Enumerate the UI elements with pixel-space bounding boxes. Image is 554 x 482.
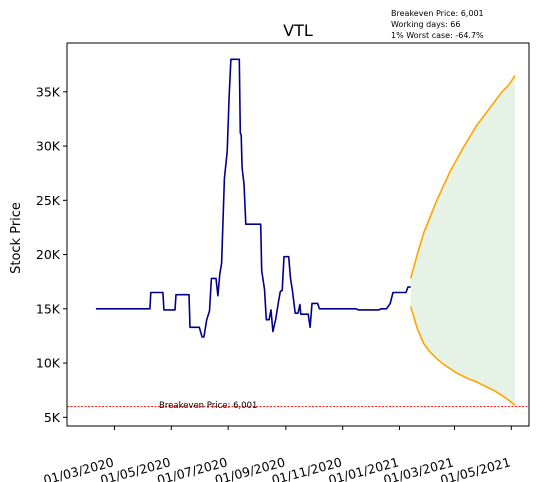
stats-worst-case-line: 1% Worst case: -64.7% [391,31,484,40]
stats-breakeven-line: Breakeven Price: 6,001 [391,9,484,18]
y-tick-label: 10K [36,356,61,371]
forecast-lower-line [409,306,516,407]
price-line [95,58,411,338]
y-tick-label: 25K [36,193,61,208]
y-tick-label: 35K [36,84,61,99]
plot-area-frame [66,42,530,427]
x-axis: 01/03/202001/05/202001/07/202001/09/2020… [42,426,512,482]
chart-title: VTL [283,21,313,40]
y-tick-label: 5K [44,410,61,425]
stats-working-days-line: Working days: 66 [391,20,460,29]
y-tick-label: 15K [36,301,61,316]
forecast-band [410,75,516,406]
y-axis: 5K 10K 15K 20K 25K 30K 35K [36,84,67,425]
breakeven-annotation: Breakeven Price: 6,001 [159,401,257,411]
forecast-band-layer [410,75,516,406]
y-tick-label: 30K [36,139,61,154]
forecast-upper-line [409,75,516,279]
y-axis-label: Stock Price [9,202,24,274]
y-tick-label: 20K [36,247,61,262]
series-layer [95,58,516,407]
